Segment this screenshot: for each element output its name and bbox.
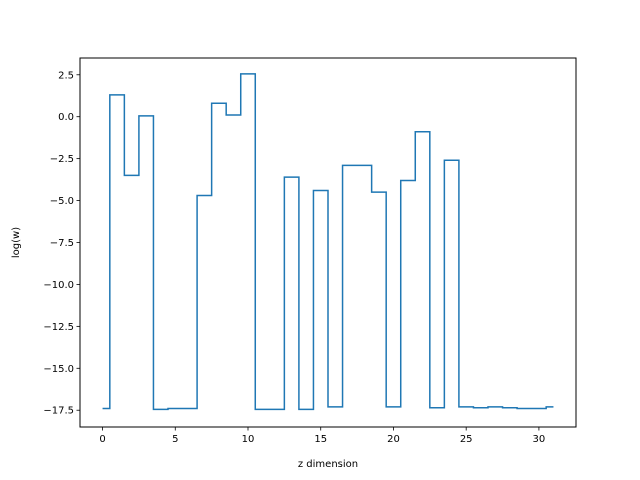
y-tick-label: −12.5: [43, 322, 74, 333]
y-tick-label: −15.0: [43, 364, 74, 375]
y-tick-label: −5.0: [50, 196, 74, 207]
series-step-line: [102, 73, 554, 411]
y-axis-label: log(w): [11, 227, 22, 258]
x-tick-label: 30: [533, 434, 546, 445]
x-tick-label: 10: [242, 434, 255, 445]
x-tick-label: 5: [172, 434, 178, 445]
x-tick-label: 25: [460, 434, 473, 445]
x-tick-label: 20: [387, 434, 400, 445]
y-tick-label: −10.0: [43, 280, 74, 291]
axis-ticks: 0 5 10 15 20 25 30 2.5 0.0 −2.5 −5.0 −7.5 −10.0 −12.5…: [43, 70, 545, 445]
x-tick-label: 0: [99, 434, 105, 445]
axes-frame: [79, 57, 577, 428]
y-tick-label: −7.5: [50, 238, 74, 249]
y-tick-label: −2.5: [50, 154, 74, 165]
y-tick-label: 0.0: [58, 112, 74, 123]
y-tick-label: 2.5: [58, 70, 74, 81]
y-tick-label: −17.5: [43, 406, 74, 417]
x-tick-label: 15: [314, 434, 327, 445]
x-axis-label: z dimension: [298, 459, 358, 470]
plot-area: [102, 73, 554, 411]
